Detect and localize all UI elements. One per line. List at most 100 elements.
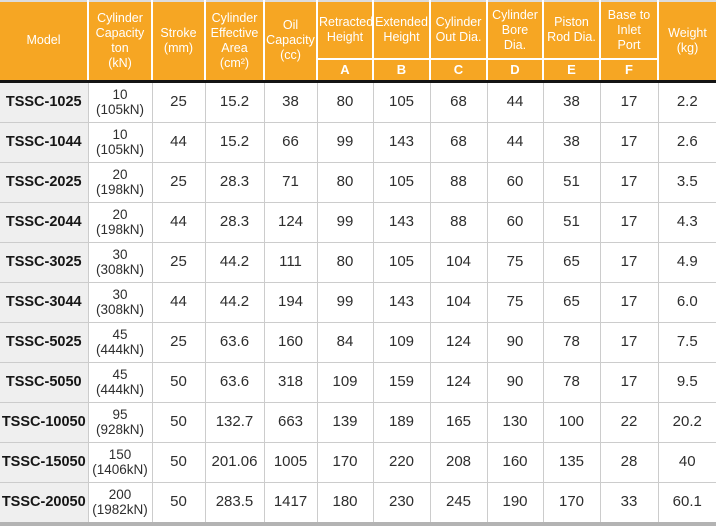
a-cell: 99 bbox=[316, 281, 374, 323]
capacity-cell: 30 (308kN) bbox=[87, 281, 153, 323]
col-header-effective-area: Cylinder Effective Area (cm²) bbox=[204, 0, 265, 83]
col-letter-b: B bbox=[372, 57, 431, 83]
col-header-extended-height: Extended Height bbox=[372, 0, 431, 60]
capacity-cell: 30 (308kN) bbox=[87, 241, 153, 283]
b-cell: 143 bbox=[372, 121, 431, 163]
oil-capacity-cell: 71 bbox=[263, 161, 318, 203]
effective-area-cell: 28.3 bbox=[204, 161, 265, 203]
model-cell: TSSC-5050 bbox=[0, 361, 89, 403]
capacity-cell: 20 (198kN) bbox=[87, 161, 153, 203]
col-header-cylinder-bore-dia: Cylinder Bore Dia. bbox=[486, 0, 544, 60]
table-row: TSSC-3025 30 (308kN) 25 44.2 111 80 105 104 75 65… bbox=[0, 241, 716, 283]
f-cell: 17 bbox=[599, 361, 659, 403]
model-cell: TSSC-5025 bbox=[0, 321, 89, 363]
a-cell: 80 bbox=[316, 79, 374, 123]
b-cell: 109 bbox=[372, 321, 431, 363]
table-row: TSSC-15050 150 (1406kN) 50 201.06 1005 170 220… bbox=[0, 441, 716, 483]
capacity-cell: 95 (928kN) bbox=[87, 401, 153, 443]
c-cell: 68 bbox=[429, 79, 488, 123]
stroke-cell: 25 bbox=[151, 161, 206, 203]
stroke-cell: 50 bbox=[151, 361, 206, 403]
c-cell: 208 bbox=[429, 441, 488, 483]
b-cell: 189 bbox=[372, 401, 431, 443]
model-cell: TSSC-15050 bbox=[0, 441, 89, 483]
col-header-oil-capacity: Oil Capacity (cc) bbox=[263, 0, 318, 83]
a-cell: 80 bbox=[316, 161, 374, 203]
weight-cell: 20.2 bbox=[657, 401, 716, 443]
d-cell: 190 bbox=[486, 481, 544, 526]
col-letter-c: C bbox=[429, 57, 488, 83]
table-body: TSSC-1025 10 (105kN) 25 15.2 38 80 105 68 44 38 17… bbox=[0, 79, 716, 526]
table-row: TSSC-2044 20 (198kN) 44 28.3 124 99 143 88 60 51 1… bbox=[0, 201, 716, 243]
oil-capacity-cell: 194 bbox=[263, 281, 318, 323]
c-cell: 124 bbox=[429, 361, 488, 403]
a-cell: 99 bbox=[316, 121, 374, 163]
d-cell: 75 bbox=[486, 281, 544, 323]
capacity-cell: 10 (105kN) bbox=[87, 79, 153, 123]
d-cell: 75 bbox=[486, 241, 544, 283]
b-cell: 105 bbox=[372, 161, 431, 203]
weight-cell: 6.0 bbox=[657, 281, 716, 323]
effective-area-cell: 15.2 bbox=[204, 79, 265, 123]
table-row: TSSC-1044 10 (105kN) 44 15.2 66 99 143 68 44 38 17… bbox=[0, 121, 716, 163]
weight-cell: 40 bbox=[657, 441, 716, 483]
header-row-main: Model Cylinder Capacity ton (kN) Stroke … bbox=[0, 0, 716, 83]
weight-cell: 2.2 bbox=[657, 79, 716, 123]
stroke-cell: 25 bbox=[151, 241, 206, 283]
capacity-cell: 150 (1406kN) bbox=[87, 441, 153, 483]
col-header-cylinder-out-dia: Cylinder Out Dia. bbox=[429, 0, 488, 60]
stroke-cell: 25 bbox=[151, 79, 206, 123]
b-cell: 159 bbox=[372, 361, 431, 403]
f-cell: 33 bbox=[599, 481, 659, 526]
table-row: TSSC-20050 200 (1982kN) 50 283.5 1417 180 230 2… bbox=[0, 481, 716, 526]
f-cell: 17 bbox=[599, 281, 659, 323]
stroke-cell: 50 bbox=[151, 401, 206, 443]
c-cell: 88 bbox=[429, 201, 488, 243]
c-cell: 88 bbox=[429, 161, 488, 203]
col-letter-f: F bbox=[599, 57, 658, 83]
weight-cell: 3.5 bbox=[657, 161, 716, 203]
col-letter-d: D bbox=[486, 57, 544, 83]
stroke-cell: 44 bbox=[151, 121, 206, 163]
f-cell: 17 bbox=[599, 79, 659, 123]
stroke-cell: 44 bbox=[151, 201, 206, 243]
c-cell: 68 bbox=[429, 121, 488, 163]
stroke-cell: 50 bbox=[151, 481, 206, 526]
weight-cell: 9.5 bbox=[657, 361, 716, 403]
table-row: TSSC-5050 45 (444kN) 50 63.6 318 109 159 124 90 7… bbox=[0, 361, 716, 403]
col-header-stroke: Stroke (mm) bbox=[151, 0, 206, 83]
table-row: TSSC-10050 95 (928kN) 50 132.7 663 139 189 165 1… bbox=[0, 401, 716, 443]
d-cell: 44 bbox=[486, 79, 544, 123]
stroke-cell: 44 bbox=[151, 281, 206, 323]
col-letter-e: E bbox=[542, 57, 601, 83]
f-cell: 17 bbox=[599, 161, 659, 203]
e-cell: 65 bbox=[542, 241, 601, 283]
oil-capacity-cell: 124 bbox=[263, 201, 318, 243]
e-cell: 135 bbox=[542, 441, 601, 483]
f-cell: 22 bbox=[599, 401, 659, 443]
b-cell: 143 bbox=[372, 201, 431, 243]
capacity-cell: 45 (444kN) bbox=[87, 361, 153, 403]
oil-capacity-cell: 318 bbox=[263, 361, 318, 403]
oil-capacity-cell: 38 bbox=[263, 79, 318, 123]
model-cell: TSSC-20050 bbox=[0, 481, 89, 526]
d-cell: 60 bbox=[486, 161, 544, 203]
effective-area-cell: 63.6 bbox=[204, 321, 265, 363]
model-cell: TSSC-2044 bbox=[0, 201, 89, 243]
weight-cell: 60.1 bbox=[657, 481, 716, 526]
col-header-cylinder-capacity: Cylinder Capacity ton (kN) bbox=[87, 0, 153, 83]
oil-capacity-cell: 663 bbox=[263, 401, 318, 443]
header-row-letters: A B C D E F bbox=[0, 57, 716, 83]
b-cell: 105 bbox=[372, 241, 431, 283]
e-cell: 78 bbox=[542, 361, 601, 403]
capacity-cell: 45 (444kN) bbox=[87, 321, 153, 363]
oil-capacity-cell: 1005 bbox=[263, 441, 318, 483]
col-header-model: Model bbox=[0, 0, 89, 83]
col-header-piston-rod-dia: Piston Rod Dia. bbox=[542, 0, 601, 60]
a-cell: 170 bbox=[316, 441, 374, 483]
model-cell: TSSC-10050 bbox=[0, 401, 89, 443]
e-cell: 100 bbox=[542, 401, 601, 443]
b-cell: 220 bbox=[372, 441, 431, 483]
effective-area-cell: 44.2 bbox=[204, 241, 265, 283]
f-cell: 28 bbox=[599, 441, 659, 483]
